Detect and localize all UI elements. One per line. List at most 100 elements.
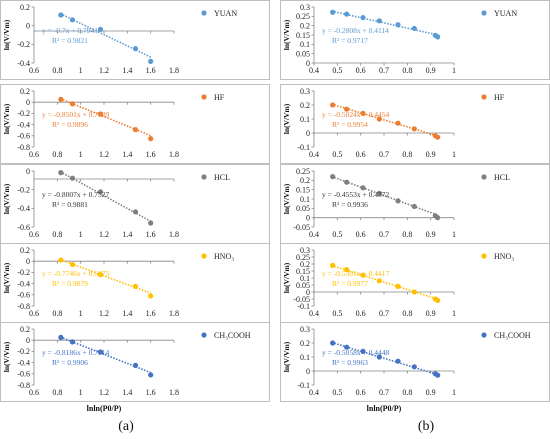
x-tick-label: 0.8 [52, 230, 62, 239]
x-axis-label: lnln(P0/P) [87, 404, 122, 413]
data-point [330, 9, 336, 15]
legend-marker [201, 94, 207, 100]
data-point [344, 106, 350, 112]
x-tick-label: 1 [79, 309, 83, 318]
y-tick-label: 0.3 [300, 3, 310, 12]
r-squared-label: R² = 0.9896 [52, 120, 88, 129]
x-tick-label: 1.4 [122, 66, 132, 75]
legend-label: YUAN [494, 9, 517, 18]
x-tick-label: 0.9 [426, 388, 436, 397]
x-tick-label: 0.9 [426, 150, 436, 159]
r-squared-label: R² = 0.9881 [52, 200, 88, 209]
data-point [58, 257, 64, 263]
y-axis-label: ln(V/Vm) [2, 262, 11, 293]
y-tick-label: -0.1 [297, 381, 310, 390]
y-axis-label: ln(V/Vm) [282, 183, 291, 214]
legend-marker [481, 332, 487, 338]
y-tick-label: 0 [26, 257, 30, 266]
y-tick-label: 0.1 [300, 274, 310, 283]
y-tick-label: 0.15 [296, 185, 310, 194]
data-point [58, 12, 64, 18]
data-point [148, 220, 154, 226]
y-tick-label: 0 [26, 336, 30, 345]
x-tick-label: 1 [452, 230, 456, 239]
trendline-equation: y = -0.5024x + 0.4454 [322, 110, 389, 119]
x-tick-label: 0.5 [332, 230, 342, 239]
y-tick-label: -0.4 [17, 120, 30, 129]
x-tick-label: 1 [79, 230, 83, 239]
y-tick-label: 0.1 [300, 195, 310, 204]
data-point [360, 110, 366, 116]
r-squared-label: R² = 0.9717 [332, 36, 368, 45]
legend-marker [201, 10, 207, 16]
y-tick-label: -0.4 [17, 279, 30, 288]
data-point [360, 185, 366, 191]
trendline-equation: y = -0.7746x + 0.6675 [42, 269, 109, 278]
y-tick-label: -0.4 [17, 59, 30, 68]
data-point [148, 372, 154, 378]
data-point [344, 344, 350, 350]
y-tick-label: 0.3 [300, 246, 310, 255]
chart-panel-a-1: 0.6 0.8 1 1.2 1.4 1.6 1.8 -0.4 -0.2 0 0.2 ln(V/Vm) y… [0, 0, 270, 80]
data-point [69, 261, 76, 268]
y-tick-label: 0.2 [20, 87, 30, 96]
x-tick-label: 1 [79, 150, 83, 159]
chart-panel-a-3: 0.6 0.8 1 1.2 1.4 1.6 1.8 -0.6 -0.4 -0.2 0 ln(V/Vm)… [0, 164, 270, 244]
x-tick-label: 0.8 [52, 309, 62, 318]
y-tick-label: 0.2 [300, 101, 310, 110]
x-tick-label: 1.2 [99, 66, 109, 75]
y-tick-label: 0 [26, 21, 30, 30]
legend-marker [201, 332, 207, 338]
legend-label: HCL [214, 173, 230, 182]
panel-frame [280, 243, 550, 323]
r-squared-label: R² = 0.9977 [332, 279, 368, 288]
x-tick-label: 1.4 [122, 309, 132, 318]
y-tick-label: 0.2 [300, 339, 310, 348]
y-tick-label: 0.2 [300, 21, 310, 30]
data-point [411, 289, 417, 295]
data-point [69, 101, 76, 107]
x-tick-label: 0.6 [29, 230, 39, 239]
x-tick-label: 1.6 [146, 309, 156, 318]
data-point [376, 190, 382, 196]
x-tick-label: 1.6 [146, 66, 156, 75]
trendline [331, 103, 440, 138]
data-point [330, 174, 336, 180]
chart-panel-b-5: 0.4 0.5 0.6 0.7 0.8 0.9 1 -0.1 0 0.1 0.2 0.3 ln(V/Vm… [280, 322, 550, 402]
x-tick-label: 0.8 [402, 230, 412, 239]
x-tick-label: 0.4 [309, 388, 319, 397]
trendline-equation: y = -0.4553x + 0.4372 [322, 190, 389, 199]
x-tick-label: 1.2 [99, 309, 109, 318]
r-squared-label: R² = 0.9963 [332, 358, 368, 367]
trendline [331, 175, 440, 217]
data-point [97, 272, 104, 278]
legend-label: CH₃COOH [494, 331, 531, 340]
x-tick-label: 0.8 [52, 150, 62, 159]
y-tick-label: 0 [306, 367, 310, 376]
y-tick-label: 0.1 [300, 353, 310, 362]
data-point [330, 102, 336, 108]
x-tick-label: 1.4 [122, 230, 132, 239]
x-tick-label: 0.7 [379, 150, 389, 159]
data-point [132, 209, 139, 215]
data-point [330, 262, 336, 268]
y-axis-label: ln(V/Vm) [2, 183, 11, 214]
trendline-equation: y = -0.2808x + 0.4114 [322, 26, 389, 35]
x-tick-label: 1.8 [169, 230, 179, 239]
y-tick-label: 0.05 [296, 49, 310, 58]
data-point [97, 26, 104, 32]
x-tick-label: 1.8 [169, 150, 179, 159]
x-tick-label: 1.8 [169, 66, 179, 75]
legend-label: YUAN [214, 9, 237, 18]
x-tick-label: 0.8 [402, 66, 412, 75]
y-tick-label: -0.2 [17, 347, 30, 356]
x-tick-label: 0.9 [426, 230, 436, 239]
data-point [376, 354, 382, 360]
y-tick-label: -0.2 [17, 268, 30, 277]
y-tick-label: 0.2 [20, 246, 30, 255]
data-point [58, 96, 64, 102]
x-tick-label: 0.9 [426, 66, 436, 75]
x-tick-label: 1.2 [99, 388, 109, 397]
chart-panel-b-1: 0.4 0.5 0.6 0.7 0.8 0.9 1 00.050.10.150.20.250.… [280, 0, 550, 80]
y-tick-label: 0.2 [20, 3, 30, 12]
